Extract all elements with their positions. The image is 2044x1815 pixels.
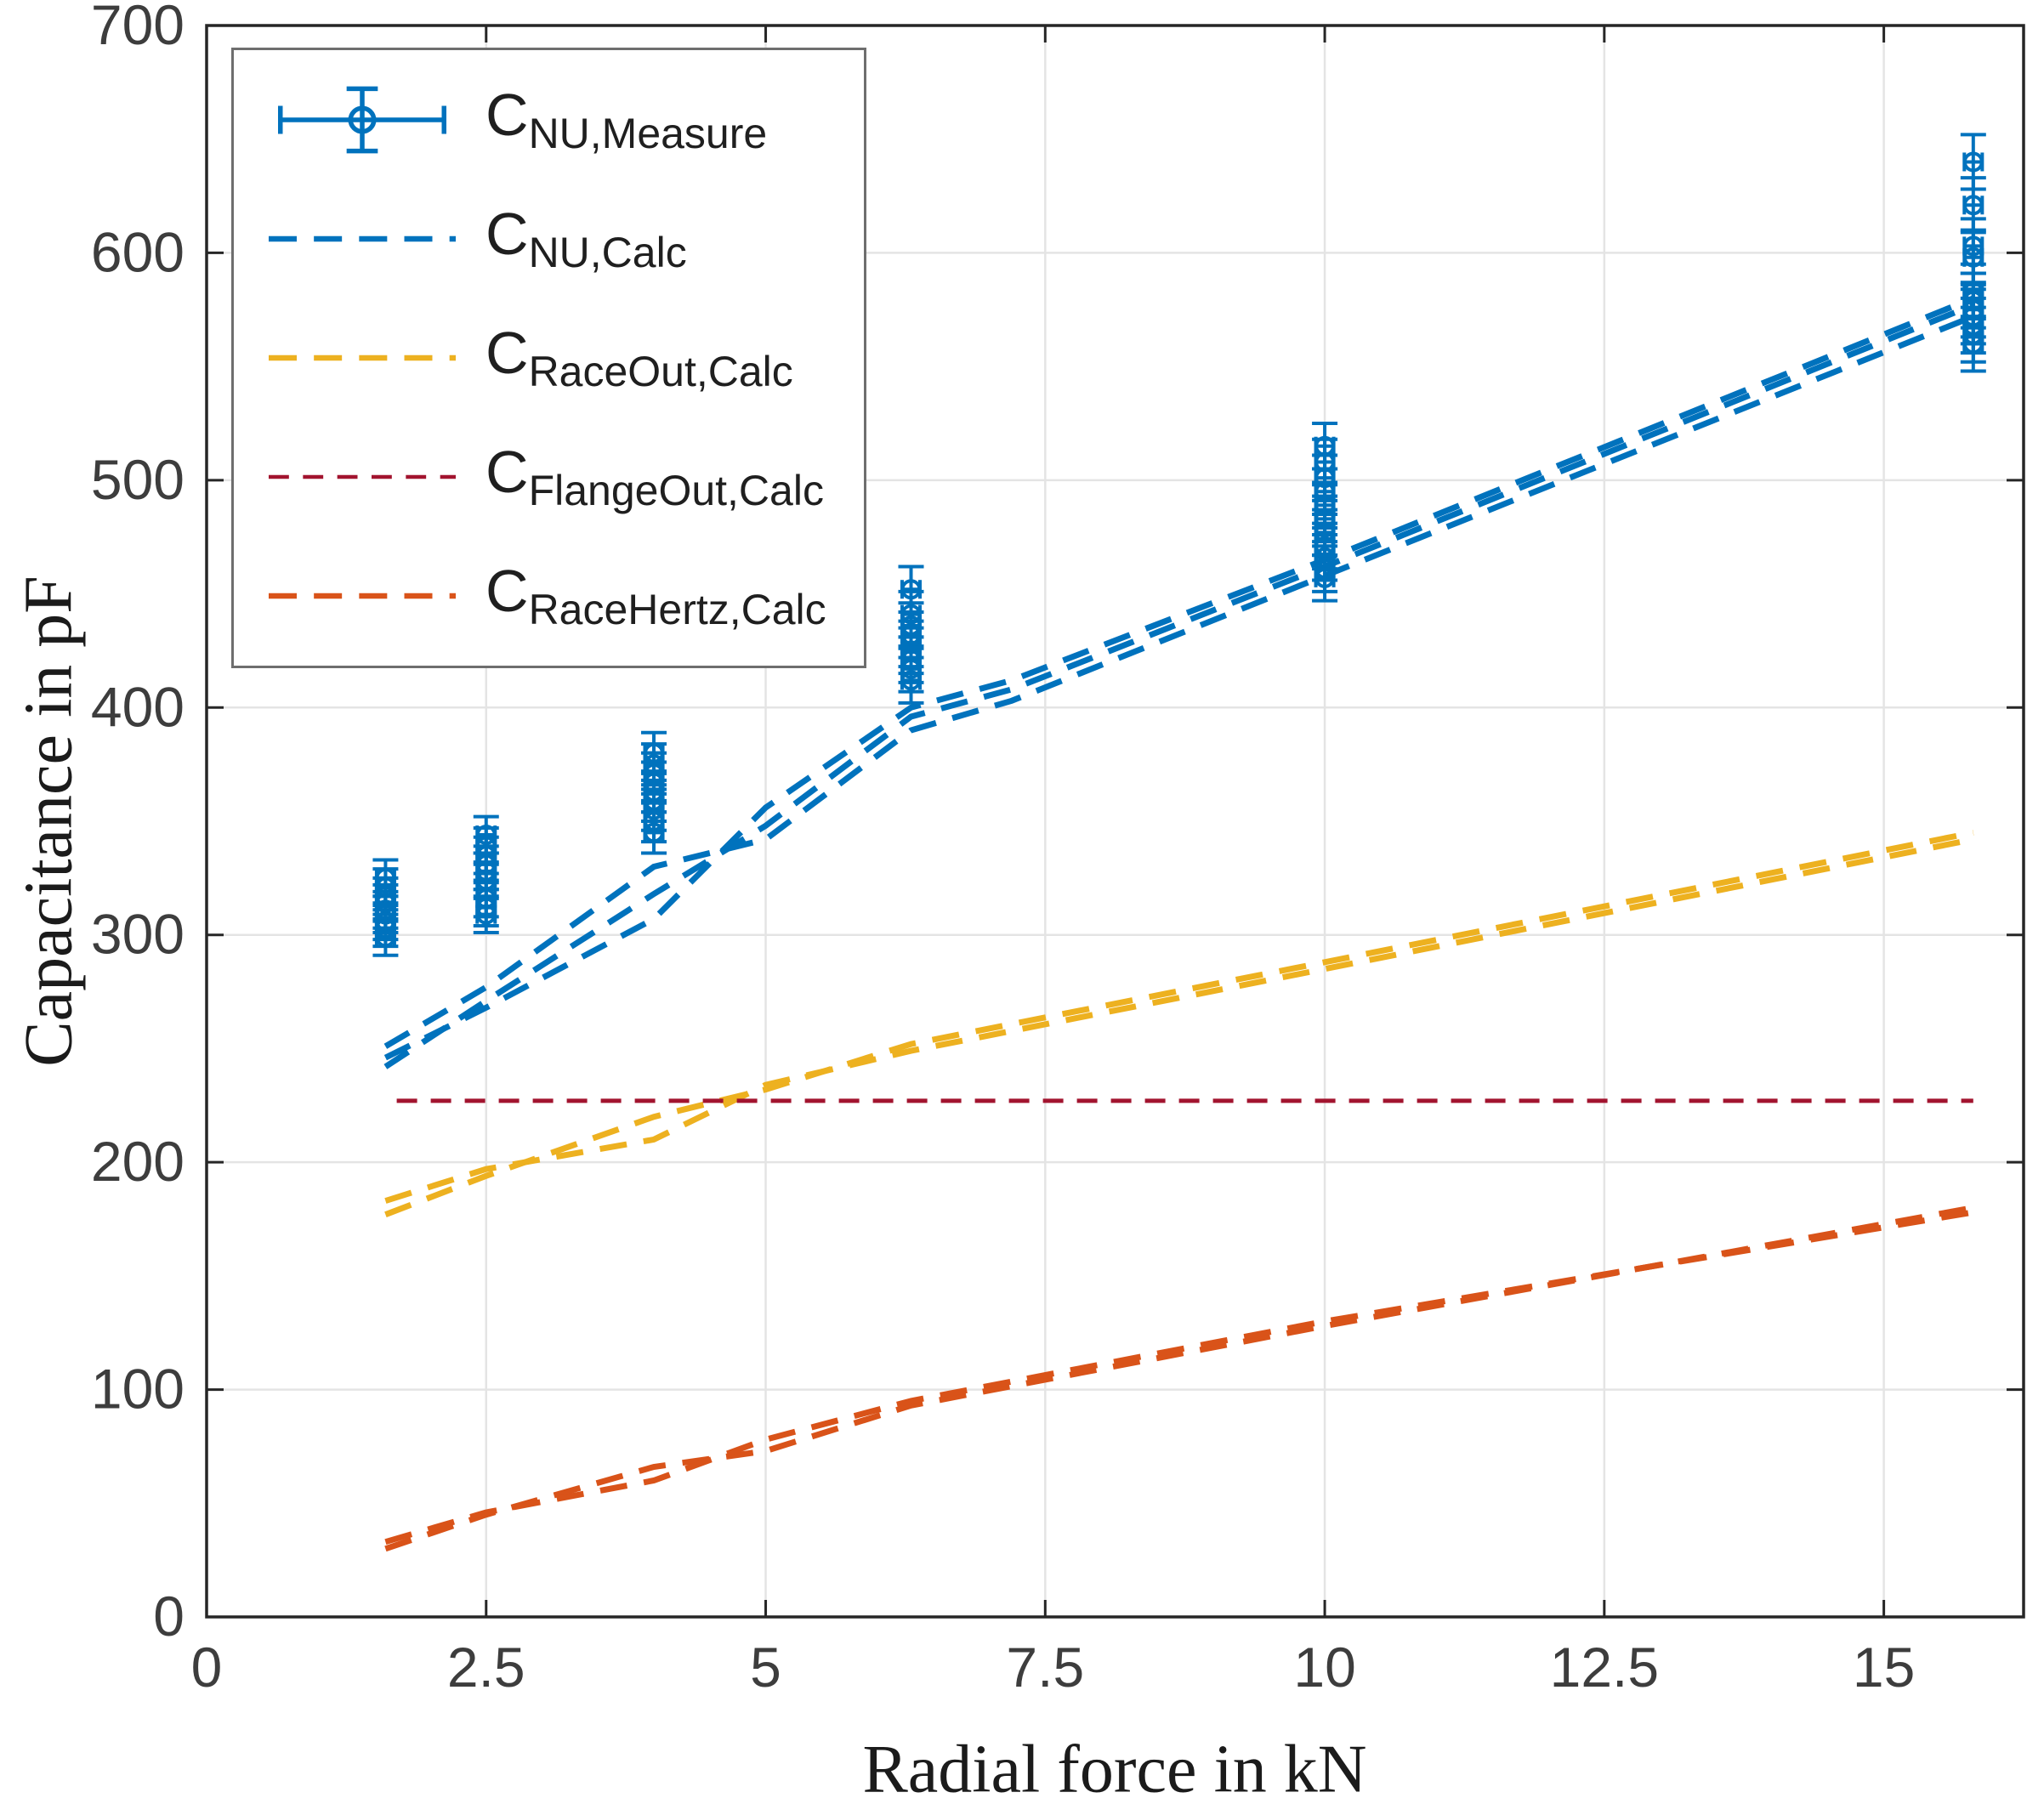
- x-tick-label: 5: [750, 1636, 781, 1699]
- series-nu-measure: [372, 133, 1986, 957]
- legend-label-racehertz-calc: CRaceHertz,Calc: [485, 558, 826, 633]
- x-tick-label: 0: [191, 1636, 223, 1699]
- y-tick-label: 600: [91, 220, 185, 283]
- legend-entry-racehertz-calc: CRaceHertz,Calc: [256, 547, 826, 645]
- y-tick-label: 300: [91, 903, 185, 966]
- grid: [205, 24, 2024, 1619]
- dashed-line-icon-orange: [269, 593, 456, 599]
- legend: CNU,Measure CNU,Calc CRaceOut,Calc CFlan…: [231, 48, 866, 668]
- y-tick-label: 200: [91, 1130, 185, 1193]
- series-c-raceout-calc: [384, 829, 1974, 1217]
- x-tick-label: 12.5: [1550, 1636, 1659, 1699]
- errorbar-icon: [278, 86, 446, 154]
- legend-entry-raceout-calc: CRaceOut,Calc: [256, 309, 826, 407]
- axes-box: [205, 24, 2025, 1619]
- legend-entry-nu-calc: CNU,Calc: [256, 190, 826, 288]
- series-c-racehertz-calc: [384, 1205, 1974, 1552]
- dashed-line-icon-yellow: [269, 354, 456, 361]
- x-axis-label: Radial force in kN: [862, 1732, 1367, 1807]
- dashed-line-icon-blue: [269, 235, 456, 242]
- tick-labels: 0 2.5 5 7.5 10 12.5 15 0 100 200 300 400 500 600 700: [91, 0, 1915, 1699]
- dashed-line-icon-darkred: [269, 474, 456, 479]
- legend-label-nu-measure: CNU,Measure: [485, 82, 768, 157]
- legend-entry-flangeout-calc: CFlangeOut,Calc: [256, 428, 826, 526]
- legend-label-nu-calc: CNU,Calc: [485, 201, 687, 276]
- legend-label-raceout-calc: CRaceOut,Calc: [485, 320, 793, 395]
- legend-entry-nu-measure: CNU,Measure: [256, 71, 826, 169]
- x-tick-label: 10: [1293, 1636, 1355, 1699]
- y-tick-label: 0: [153, 1585, 185, 1648]
- x-tick-label: 15: [1853, 1636, 1915, 1699]
- tick-marks: [205, 24, 2024, 1619]
- y-tick-label: 700: [91, 0, 185, 56]
- y-tick-label: 500: [91, 448, 185, 511]
- y-tick-label: 100: [91, 1358, 185, 1421]
- x-tick-label: 2.5: [447, 1636, 525, 1699]
- y-tick-label: 400: [91, 675, 185, 738]
- legend-label-flangeout-calc: CFlangeOut,Calc: [485, 439, 824, 514]
- x-tick-label: 7.5: [1006, 1636, 1084, 1699]
- y-axis-label: Capacitance in pF: [11, 576, 87, 1067]
- series-c-nu-calc: [383, 295, 1975, 1069]
